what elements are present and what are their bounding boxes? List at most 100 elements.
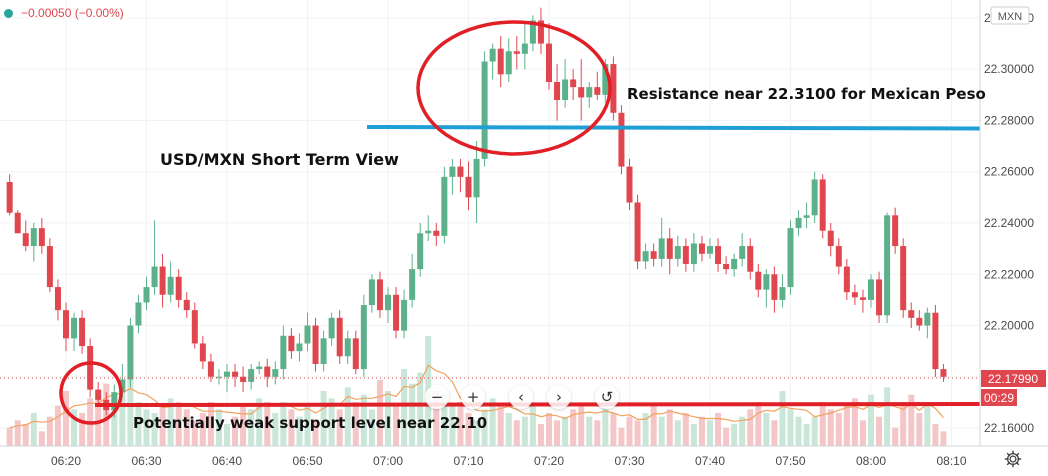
resistance-line bbox=[366, 125, 983, 131]
volume-bar bbox=[940, 431, 947, 446]
time-tick-label: 07:00 bbox=[373, 454, 403, 468]
candle-body bbox=[143, 287, 150, 303]
volume-bar bbox=[22, 424, 29, 446]
candle-body bbox=[288, 335, 295, 352]
candle-body bbox=[851, 292, 858, 298]
time-tick-label: 06:20 bbox=[51, 454, 81, 468]
volume-bar bbox=[256, 398, 263, 446]
volume-bar bbox=[207, 402, 214, 446]
gear-icon[interactable] bbox=[1004, 450, 1022, 468]
volume-bar bbox=[280, 402, 287, 446]
candle-body bbox=[940, 369, 947, 377]
candle-body bbox=[795, 217, 802, 229]
moving-average-line bbox=[9, 364, 944, 429]
candle-body bbox=[715, 246, 722, 265]
volume-bar bbox=[843, 405, 850, 446]
volume-bar bbox=[610, 413, 617, 446]
scroll-right-button[interactable]: › bbox=[547, 385, 571, 409]
candle-body bbox=[22, 233, 29, 247]
zoom-in-button[interactable]: + bbox=[461, 385, 485, 409]
candle-body bbox=[183, 299, 190, 311]
volume-bar bbox=[175, 402, 182, 446]
price-tick-label: 22.28000 bbox=[984, 113, 1034, 127]
candle-body bbox=[787, 228, 794, 288]
volume-bar bbox=[747, 409, 754, 446]
candle-body bbox=[385, 294, 391, 311]
candle-body bbox=[6, 181, 13, 213]
time-tick-label: 07:50 bbox=[775, 454, 805, 468]
resistance-annotation: Resistance near 22.3100 for Mexican Peso bbox=[627, 85, 986, 103]
symbol-label: MXN bbox=[998, 11, 1023, 23]
candle-body bbox=[449, 166, 456, 177]
volume-bar bbox=[642, 413, 649, 446]
time-tick-label: 06:30 bbox=[131, 454, 161, 468]
volume-bar bbox=[658, 416, 665, 446]
volume-bar bbox=[344, 387, 351, 446]
volume-bar bbox=[248, 409, 255, 446]
price-change: −0.00050 (−0.00%) bbox=[21, 6, 124, 20]
volume-bar bbox=[360, 394, 367, 446]
volume-bar bbox=[594, 420, 601, 446]
candle-body bbox=[505, 51, 512, 75]
candle-body bbox=[932, 312, 939, 370]
volume-bar bbox=[602, 402, 609, 446]
volume-bar bbox=[513, 420, 520, 446]
candle-body bbox=[127, 325, 134, 380]
candle-body bbox=[232, 371, 239, 377]
price-tick-label: 22.24000 bbox=[984, 216, 1034, 230]
volume-bar bbox=[143, 409, 150, 446]
volume-bar bbox=[698, 416, 705, 446]
candle-body bbox=[626, 166, 633, 203]
candle-body bbox=[224, 371, 230, 377]
volume-bar bbox=[779, 391, 786, 446]
volume-bar bbox=[674, 420, 681, 446]
candle-body bbox=[876, 279, 883, 316]
candle-body bbox=[900, 246, 907, 311]
candle-body bbox=[264, 366, 271, 377]
volume-bar bbox=[586, 416, 593, 446]
volume-bar bbox=[626, 416, 633, 446]
volume-bar bbox=[296, 416, 303, 446]
zoom-out-button[interactable]: − bbox=[425, 385, 449, 409]
volume-bar bbox=[578, 405, 585, 446]
candle-body bbox=[304, 325, 311, 344]
candle-body bbox=[320, 338, 327, 364]
volume-bar bbox=[272, 413, 279, 446]
volume-bar bbox=[908, 394, 915, 446]
reset-icon[interactable]: ↺ bbox=[595, 385, 619, 409]
volume-bar bbox=[932, 424, 939, 446]
price-change-header: −0.00050 (−0.00%) bbox=[4, 6, 124, 20]
volume-bar bbox=[900, 405, 907, 446]
volume-bar bbox=[433, 391, 440, 446]
volume-bar bbox=[449, 405, 456, 446]
candle-body bbox=[457, 166, 464, 177]
volume-bar bbox=[385, 391, 391, 446]
candle-body bbox=[54, 287, 61, 311]
candle-body bbox=[336, 317, 343, 357]
price-tick-label: 22.16000 bbox=[984, 421, 1034, 435]
candle-body bbox=[537, 20, 544, 44]
volume-bar bbox=[529, 405, 536, 446]
candle-body bbox=[546, 43, 552, 83]
time-axis[interactable] bbox=[0, 446, 1048, 476]
scroll-left-button[interactable]: ‹ bbox=[509, 385, 533, 409]
candle-body bbox=[779, 287, 786, 300]
volume-bar bbox=[739, 416, 746, 446]
candle-body bbox=[79, 317, 86, 347]
candle-body bbox=[272, 369, 279, 377]
volume-bar bbox=[368, 409, 375, 446]
volume-bar bbox=[884, 387, 891, 446]
volume-bar bbox=[240, 405, 247, 446]
candle-body bbox=[747, 246, 754, 272]
candle-body bbox=[562, 79, 569, 100]
candle-body bbox=[215, 376, 222, 378]
candle-body bbox=[674, 246, 681, 259]
volume-bar bbox=[95, 394, 102, 446]
time-tick-label: 06:50 bbox=[292, 454, 322, 468]
resistance-circle bbox=[416, 20, 612, 156]
candle-body bbox=[167, 276, 174, 295]
chart-title-annotation: USD/MXN Short Term View bbox=[160, 150, 399, 169]
candle-body bbox=[111, 392, 118, 411]
candle-body bbox=[513, 51, 520, 54]
